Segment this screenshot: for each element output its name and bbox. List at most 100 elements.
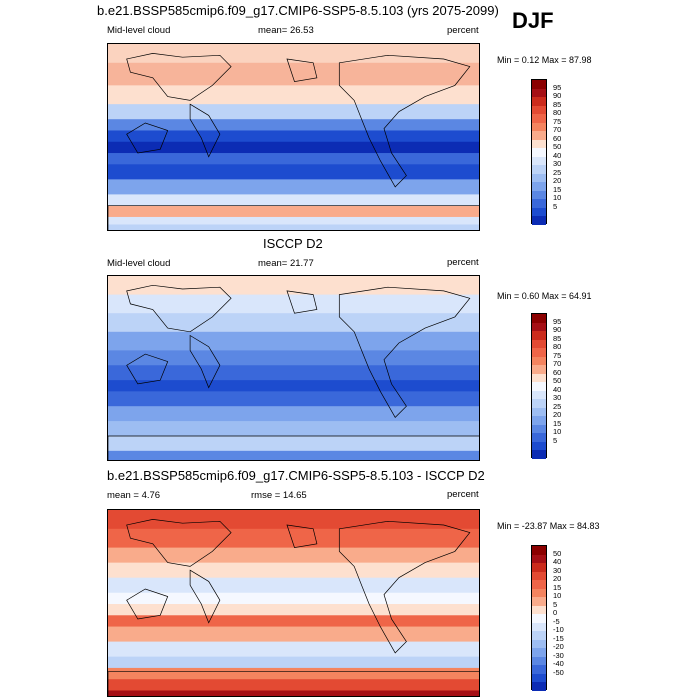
field-band xyxy=(108,130,479,143)
panel2-minmax: Min = 0.60 Max = 64.91 xyxy=(497,291,592,301)
panel1-right-label: percent xyxy=(447,25,479,36)
colorbar-segment xyxy=(532,622,546,632)
colorbar-segment xyxy=(532,348,546,358)
colorbar-tick-label: -20 xyxy=(553,642,564,652)
colorbar-segment xyxy=(532,588,546,598)
coastline xyxy=(286,290,318,314)
colorbar-tick-label: 30 xyxy=(553,565,562,575)
colorbar-tick-label: -30 xyxy=(553,650,564,660)
panel3-title: b.e21.BSSP585cmip6.f09_g17.CMIP6-SSP5-8.… xyxy=(107,468,485,483)
field-band xyxy=(108,104,479,120)
panel1-field xyxy=(108,44,479,230)
coastline xyxy=(108,435,479,460)
coastline xyxy=(286,524,318,548)
field-band xyxy=(108,667,479,680)
colorbar-tick-label: 80 xyxy=(553,108,562,118)
colorbar-segment xyxy=(532,546,546,556)
field-band xyxy=(108,62,479,86)
coastline xyxy=(126,588,169,620)
field-band xyxy=(108,380,479,392)
panel3-minmax: Min = -23.87 Max = 84.83 xyxy=(497,521,600,531)
colorbar-segment xyxy=(532,682,546,692)
panel2-field xyxy=(108,276,479,460)
field-band xyxy=(108,205,479,218)
colorbar-tick-label: 5 xyxy=(553,435,558,445)
colorbar-segment xyxy=(532,190,546,200)
colorbar-segment xyxy=(532,665,546,675)
colorbar-segment xyxy=(532,365,546,375)
colorbar-segment xyxy=(532,597,546,607)
main-title: b.e21.BSSP585cmip6.f09_g17.CMIP6-SSP5-8.… xyxy=(97,3,499,18)
field-band xyxy=(108,510,479,530)
colorbar-tick-label: 20 xyxy=(553,410,562,420)
field-band xyxy=(108,350,479,366)
colorbar-segment xyxy=(532,207,546,217)
colorbar-segment xyxy=(532,580,546,590)
colorbar-tick-label: 20 xyxy=(553,176,562,186)
panel1-minmax: Min = 0.12 Max = 87.98 xyxy=(497,55,592,65)
coastline xyxy=(108,205,479,230)
colorbar-segment xyxy=(532,399,546,409)
field-band xyxy=(108,276,479,296)
field-band xyxy=(108,85,479,105)
colorbar-tick-label: 95 xyxy=(553,82,562,92)
panel1-center-label: mean= 26.53 xyxy=(258,25,314,36)
colorbar-segment xyxy=(532,165,546,175)
colorbar-tick-label: 15 xyxy=(553,418,562,428)
colorbar-segment xyxy=(532,199,546,209)
panel2-title: ISCCP D2 xyxy=(263,236,323,251)
coastline xyxy=(126,122,169,154)
field-band xyxy=(108,562,479,579)
colorbar-segment xyxy=(532,88,546,98)
colorbar-tick-label: 40 xyxy=(553,384,562,394)
colorbar-segment xyxy=(532,322,546,332)
field-band xyxy=(108,615,479,628)
panel3-map xyxy=(107,509,480,697)
colorbar-tick-label: 40 xyxy=(553,557,562,567)
colorbar-tick-label: 90 xyxy=(553,91,562,101)
colorbar-tick-label: -5 xyxy=(553,616,560,626)
coastline xyxy=(108,671,479,696)
colorbar-segment xyxy=(532,390,546,400)
panel2-left-label: Mid-level cloud xyxy=(107,258,171,269)
coastline xyxy=(338,520,471,654)
colorbar-tick-label: -10 xyxy=(553,625,564,635)
colorbar-segment xyxy=(532,639,546,649)
colorbar-tick-label: 10 xyxy=(553,193,562,203)
field-band xyxy=(108,406,479,422)
colorbar-tick-label: 60 xyxy=(553,367,562,377)
colorbar-tick-label: 95 xyxy=(553,316,562,326)
colorbar-segment xyxy=(532,673,546,683)
colorbar-tick-label: -50 xyxy=(553,667,564,677)
field-band xyxy=(108,44,479,64)
colorbar-segment xyxy=(532,139,546,149)
field-band xyxy=(108,164,479,180)
colorbar-segment xyxy=(532,605,546,615)
coastline xyxy=(338,286,471,418)
panel2-colorbar xyxy=(531,313,547,460)
colorbar-segment xyxy=(532,148,546,158)
field-band xyxy=(108,224,479,230)
field-band xyxy=(108,690,479,696)
colorbar-segment xyxy=(532,554,546,564)
colorbar-segment xyxy=(532,182,546,192)
field-band xyxy=(108,365,479,381)
colorbar-segment xyxy=(532,407,546,417)
panel2-right-label: percent xyxy=(447,257,479,268)
panel3-left-label: mean = 4.76 xyxy=(107,490,161,501)
coastline xyxy=(338,54,471,188)
colorbar-segment xyxy=(532,314,546,324)
colorbar-segment xyxy=(532,80,546,90)
field-band xyxy=(108,194,479,207)
colorbar-segment xyxy=(532,416,546,426)
colorbar-segment xyxy=(532,131,546,141)
panel1-colorbar xyxy=(531,79,547,226)
field-band xyxy=(108,604,479,616)
coastline xyxy=(189,334,221,389)
colorbar-segment xyxy=(532,356,546,366)
colorbar-segment xyxy=(532,373,546,383)
panel1-map xyxy=(107,43,480,231)
colorbar-tick-label: 5 xyxy=(553,201,558,211)
coastline xyxy=(189,569,221,624)
field-band xyxy=(108,656,479,669)
